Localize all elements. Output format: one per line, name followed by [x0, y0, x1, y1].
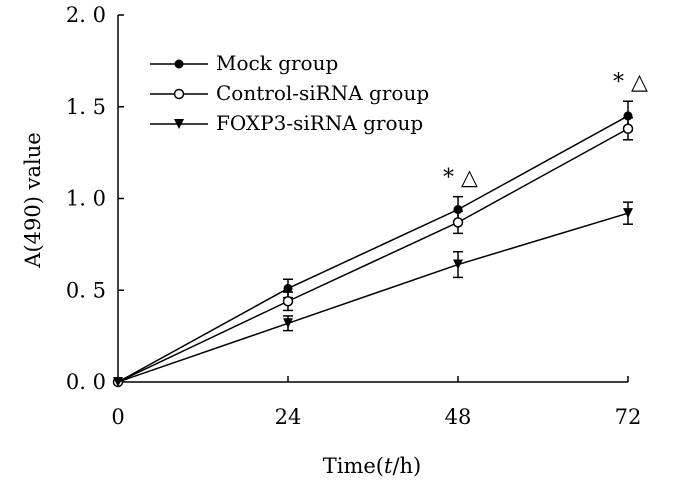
data-point [453, 259, 463, 270]
x-tick-label: 72 [615, 405, 642, 429]
data-point [283, 318, 293, 329]
data-point [282, 296, 294, 307]
series-2 [112, 117, 634, 388]
y-tick-label: 0. 5 [66, 278, 106, 302]
legend-item: Mock group [150, 51, 338, 75]
legend-label: FOXP3-siRNA group [216, 111, 423, 135]
axes [117, 14, 629, 383]
data-point [622, 123, 634, 135]
y-tick-label: 1. 5 [66, 95, 106, 119]
significance-annotation: * △ [613, 70, 648, 95]
legend-item: FOXP3-siRNA group [150, 111, 423, 135]
significance-annotation: * △ [443, 166, 478, 191]
series-line [117, 212, 629, 383]
tick-labels: 0. 0 0. 5 1. 0 1. 5 2. 0 0 24 48 72 [66, 3, 641, 429]
legend-label: Control-siRNA group [216, 81, 429, 105]
legend-marker [173, 88, 185, 100]
series-3 [113, 201, 633, 387]
series-line [117, 115, 629, 383]
data-point [623, 208, 633, 219]
legend-marker [174, 119, 184, 129]
x-tick-label: 24 [275, 405, 302, 429]
data-point [283, 283, 293, 293]
annotations: * △ * △ [443, 70, 648, 190]
y-tick-label: 0. 0 [66, 370, 106, 394]
series-line [117, 128, 629, 383]
y-tick-label: 2. 0 [66, 3, 106, 27]
x-tick-label: 48 [445, 405, 472, 429]
series-1 [113, 100, 633, 387]
data-point [113, 377, 123, 387]
y-axis-label: A(490) value [21, 132, 45, 268]
legend: Mock group Control-siRNA group FOXP3-siRNA… [150, 51, 429, 135]
series-group [112, 100, 634, 388]
x-tick-label: 0 [111, 405, 124, 429]
y-tick-label: 1. 0 [66, 187, 106, 211]
data-point [452, 217, 464, 228]
legend-item: Control-siRNA group [150, 81, 429, 105]
legend-label: Mock group [216, 51, 338, 75]
x-axis-label: Time(t/h) [323, 454, 422, 478]
legend-marker [174, 59, 184, 69]
